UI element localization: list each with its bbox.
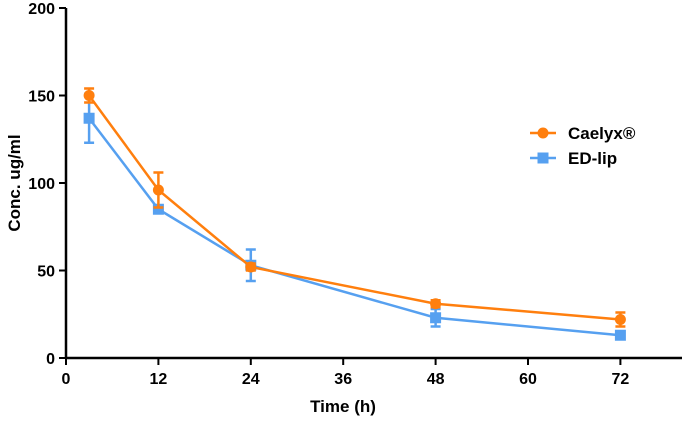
x-axis-label: Time (h) [310,397,376,416]
legend-marker [537,127,549,139]
series-line [88,117,621,337]
legend-label: Caelyx® [568,124,636,143]
y-tick-label: 100 [28,176,55,193]
x-tick-label: 24 [242,371,260,388]
x-tick-label: 36 [334,371,352,388]
data-point [614,329,626,341]
data-point [83,112,95,124]
x-tick-label: 72 [612,371,630,388]
x-tick-label: 12 [150,371,168,388]
data-point [430,312,442,324]
data-point [430,298,442,310]
data-point [614,314,626,325]
y-tick-label: 0 [46,351,55,368]
legend-marker [537,152,549,164]
x-tick-label: 0 [62,371,71,388]
data-point [152,203,164,215]
y-axis-label: Conc. ug/ml [5,134,24,231]
series-caelyx [83,87,626,328]
x-tick-label: 48 [427,371,445,388]
y-tick-label: 150 [28,89,55,106]
y-tick-label: 200 [28,1,55,18]
y-tick-label: 50 [37,264,55,281]
data-point [83,90,95,101]
data-point [245,261,257,273]
x-tick-label: 60 [519,371,537,388]
data-point [152,184,164,196]
legend-label: ED-lip [568,149,617,168]
